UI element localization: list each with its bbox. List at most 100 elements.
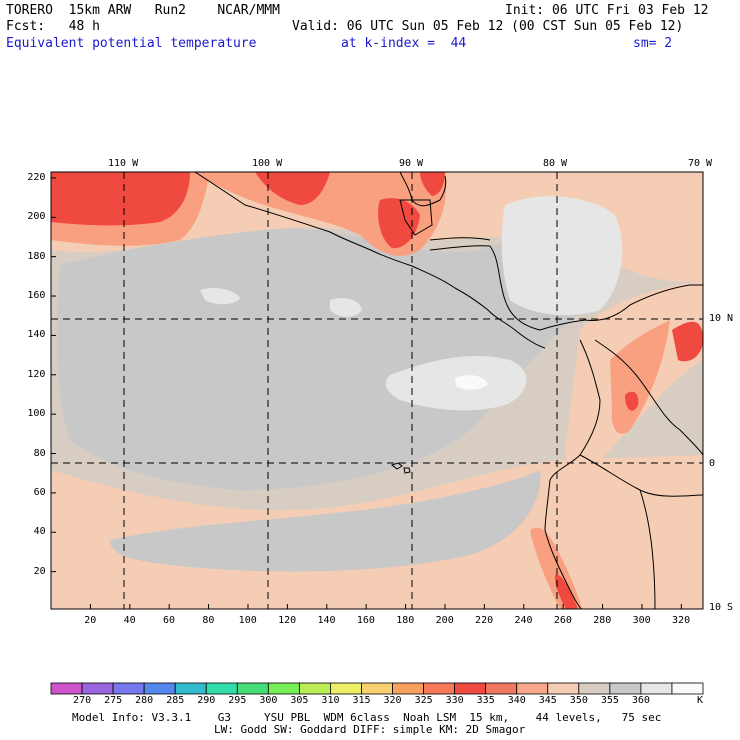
axis-ticks: [51, 177, 682, 609]
level-info: at k-index = 44: [341, 36, 467, 51]
graticule: [51, 172, 703, 609]
colorbar-swatch: [143, 682, 176, 695]
field-band-350-central: [57, 217, 608, 490]
x-tick-label: 260: [553, 615, 572, 626]
field-band-330-guatemala: [378, 198, 420, 249]
lon-label-100w: 100 W: [252, 158, 283, 169]
colorbar-swatch: [547, 682, 580, 695]
colorbar-label: 325: [414, 695, 433, 706]
x-tick-label: 200: [435, 615, 454, 626]
colorbar-swatch: [454, 682, 487, 695]
colorbar-label: 355: [600, 695, 619, 706]
colorbar-label: 285: [166, 695, 185, 706]
field-band-330-coast: [554, 574, 578, 609]
colorbar-swatch: [578, 682, 611, 695]
y-tick-label: 20: [33, 565, 46, 577]
y-tick-label: 220: [27, 171, 46, 183]
y-tick-label: 180: [27, 250, 46, 262]
colorbar-swatch: [516, 682, 549, 695]
colorbar-swatch: [205, 682, 238, 695]
coastline-galapagos: [390, 462, 411, 474]
model-run-title: TORERO 15km ARW Run2 NCAR/MMM: [6, 3, 280, 18]
colorbar-swatch: [485, 682, 518, 695]
x-tick-label: 240: [514, 615, 533, 626]
field-band-360-patch: [455, 375, 488, 390]
colorbar-swatch: [423, 682, 456, 695]
colorbar-swatch: [640, 682, 673, 695]
colorbar-label: 295: [228, 695, 247, 706]
x-tick-label: 220: [475, 615, 494, 626]
y-tick-label: 140: [27, 329, 46, 341]
colorbar-label: 275: [104, 695, 123, 706]
colorbar-label: 290: [197, 695, 216, 706]
model-info: Model Info: V3.3.1 G3 YSU PBL WDM 6class…: [72, 711, 662, 724]
colorbar-label: 360: [631, 695, 650, 706]
colorbar-label: 280: [135, 695, 154, 706]
colorbar-swatch: [112, 682, 145, 695]
field-band-330-nw: [51, 172, 190, 226]
colorbar-label: 330: [445, 695, 464, 706]
y-tick-label: 100: [27, 408, 46, 420]
x-tick-label: 100: [238, 615, 257, 626]
border-guatemala: [399, 199, 433, 236]
colorbar-label: 345: [538, 695, 557, 706]
colorbar-label: 310: [321, 695, 340, 706]
colorbar-swatch: [267, 682, 300, 695]
colorbar-unit: K: [697, 695, 704, 706]
y-tick-label: 120: [27, 368, 46, 380]
y-tick-label: 40: [33, 526, 46, 538]
field-band-355-patch: [200, 287, 240, 305]
x-tick-label: 40: [123, 615, 136, 626]
colorbar-swatch: [609, 682, 642, 695]
colorbar-label: 305: [290, 695, 309, 706]
y-tick-label: 160: [27, 290, 46, 302]
smoothing-info: sm= 2: [633, 36, 673, 51]
x-tick-label: 180: [396, 615, 415, 626]
forecast-hour: Fcst: 48 h: [6, 19, 100, 34]
x-tick-label: 160: [356, 615, 375, 626]
colorbar-swatch: [671, 682, 704, 695]
temperature-field: [51, 172, 703, 609]
colorbar-label: 300: [259, 695, 278, 706]
x-tick-label: 60: [162, 615, 176, 626]
colorbar-swatch: [50, 682, 83, 695]
plot-frame: [50, 171, 704, 610]
x-tick-label: 120: [278, 615, 297, 626]
field-band-355-caribbean: [501, 196, 623, 316]
colorbar-label: 315: [352, 695, 371, 706]
coastline-colombia-pacific: [549, 339, 601, 481]
y-tick-label: 60: [33, 486, 46, 498]
lat-label-0: 0: [709, 458, 716, 469]
border-honduras: [429, 237, 491, 241]
field-band-330-mexico: [255, 172, 330, 205]
colorbar-swatch: [392, 682, 424, 695]
coastline-central-america-caribbean: [429, 245, 631, 331]
colorbar-label: 340: [507, 695, 526, 706]
border-sa-south: [639, 489, 656, 609]
init-time: Init: 06 UTC Fri 03 Feb 12: [505, 3, 709, 18]
colorbar-label: 270: [73, 695, 92, 706]
lon-label-110w: 110 W: [108, 158, 139, 169]
field-band-330-andes: [672, 321, 703, 362]
lat-label-10n: 10 N: [709, 313, 734, 324]
y-tick-label: 80: [33, 447, 46, 459]
field-band-355-patch2: [330, 298, 362, 317]
coastline-peru: [544, 479, 583, 609]
x-tick-label: 80: [202, 615, 215, 626]
colorbar-swatch: [81, 682, 114, 695]
physics-info: LW: Godd SW: Goddard DIFF: simple KM: 2D…: [214, 723, 526, 736]
x-tick-label: 20: [84, 615, 97, 626]
field-band-350-south: [110, 470, 541, 572]
field-band-330-ne: [420, 172, 445, 196]
colorbar-swatch: [298, 682, 331, 695]
colorbar-swatch: [361, 682, 393, 695]
valid-time: Valid: 06 UTC Sun 05 Feb 12 (00 CST Sun …: [292, 19, 684, 34]
x-tick-label: 140: [317, 615, 336, 626]
field-band-335-andes: [610, 320, 670, 434]
x-tick-label: 300: [632, 615, 651, 626]
coastlines: [194, 172, 703, 609]
y-tick-label: 200: [27, 211, 46, 223]
coastline-south-america-north: [629, 284, 703, 306]
